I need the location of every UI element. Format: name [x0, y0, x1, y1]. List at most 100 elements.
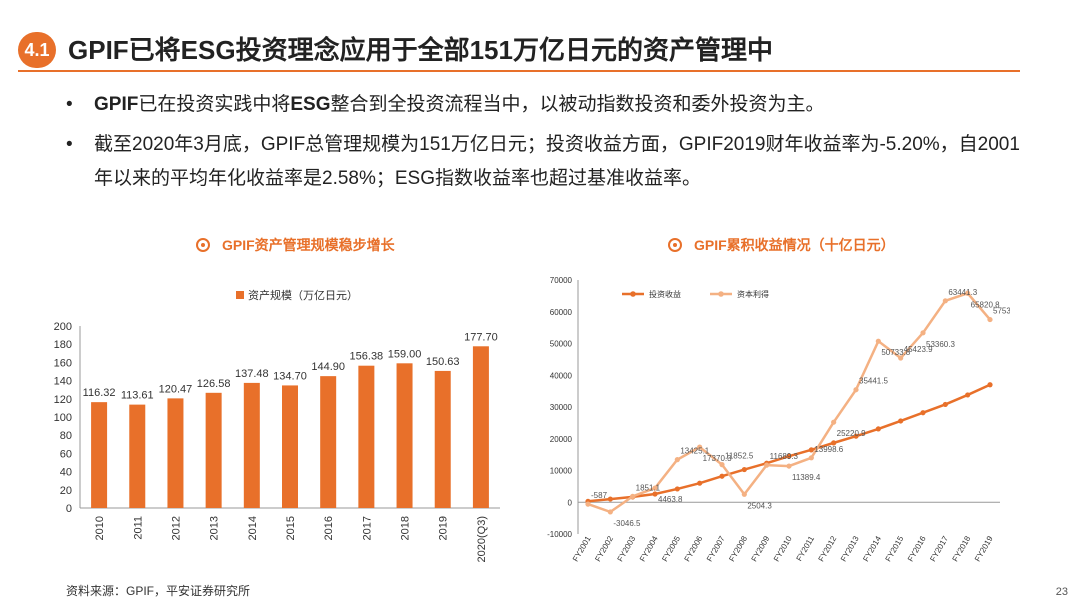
y-tick-label: 160 [54, 357, 72, 369]
data-point [652, 485, 658, 491]
x-tick-label: FY2018 [951, 534, 973, 563]
data-label: -587 [591, 491, 608, 500]
data-label: 4463.8 [658, 495, 683, 504]
y-tick-label: 200 [54, 321, 72, 333]
x-tick-label: 2018 [400, 516, 412, 540]
target-icon [668, 238, 682, 252]
data-label: 63441.3 [948, 288, 977, 297]
data-point [652, 491, 658, 497]
title-divider [18, 70, 1020, 72]
bar-value-label: 116.32 [83, 387, 116, 399]
bar-value-label: 159.00 [388, 348, 422, 360]
bar [396, 363, 413, 508]
x-tick-label: FY2019 [973, 534, 995, 563]
data-label: 65820.8 [971, 300, 1000, 309]
line-chart-title-text: GPIF累积收益情况（十亿日元） [694, 237, 895, 253]
data-point [697, 480, 703, 486]
x-tick-label: FY2017 [928, 534, 950, 563]
x-tick-label: 2013 [209, 516, 221, 540]
x-tick-label: 2015 [285, 516, 297, 540]
data-label: 1851.1 [636, 483, 661, 492]
y-tick-label: 70000 [550, 276, 573, 285]
y-tick-label: -10000 [547, 530, 572, 539]
x-tick-label: 2017 [361, 516, 373, 540]
data-label: 17370.3 [703, 454, 732, 463]
bullet-item-2: • 截至2020年3月底，GPIF总管理规模为151万亿日元；投资收益方面，GP… [66, 128, 1026, 196]
data-point [831, 419, 837, 425]
legend-label: 资产规模（万亿日元） [248, 288, 358, 302]
x-tick-label: FY2012 [817, 534, 839, 563]
legend-marker [630, 291, 636, 297]
bar [358, 365, 375, 508]
y-tick-label: 0 [66, 503, 72, 515]
data-point [607, 509, 613, 515]
data-point [942, 401, 948, 408]
data-point [719, 462, 725, 468]
data-point [585, 501, 591, 507]
data-label: 11689.3 [770, 452, 799, 461]
bullet-1-bold-esg: ESG [290, 94, 331, 115]
data-point [719, 473, 725, 479]
bullet-1-text-b: 整合到全投资流程当中，以被动指数投资和委外投资为主。 [330, 94, 825, 115]
x-tick-label: FY2006 [683, 534, 705, 563]
data-point [674, 486, 680, 492]
data-label: 25220.9 [837, 429, 866, 438]
y-tick-label: 140 [54, 376, 72, 388]
y-tick-label: 20000 [550, 435, 573, 444]
data-point [853, 387, 859, 393]
data-point [898, 355, 904, 361]
x-tick-label: FY2004 [638, 534, 660, 563]
x-tick-label: FY2014 [861, 534, 883, 563]
page-title: GPIF已将ESG投资理念应用于全部151万亿日元的资产管理中 [68, 35, 773, 65]
y-tick-label: 30000 [550, 403, 573, 412]
x-tick-label: FY2015 [884, 534, 906, 563]
data-point [808, 455, 814, 461]
bullet-list: • GPIF已在投资实践中将ESG整合到全投资流程当中，以被动指数投资和委外投资… [66, 88, 1026, 202]
y-tick-label: 10000 [550, 467, 573, 476]
source-note: 资料来源：GPIF，平安证券研究所 [66, 584, 251, 598]
data-label: 50733.8 [881, 348, 910, 357]
data-point [965, 392, 971, 398]
data-label: 45423.9 [904, 345, 933, 354]
data-point [875, 426, 881, 432]
x-tick-label: FY2005 [660, 534, 682, 563]
bar-value-label: 120.47 [159, 383, 193, 395]
legend-marker [718, 291, 724, 297]
bullet-1-text-a: 已在投资实践中将 [138, 94, 291, 115]
x-tick-label: FY2001 [571, 534, 593, 563]
x-tick-label: FY2007 [705, 534, 727, 563]
x-tick-label: 2010 [94, 516, 106, 540]
y-tick-label: 50000 [550, 340, 573, 349]
x-tick-label: 2011 [132, 516, 144, 540]
bar-value-label: 144.90 [311, 361, 345, 373]
data-point [697, 444, 703, 450]
bar-value-label: 134.70 [273, 370, 307, 382]
page-number: 23 [1055, 586, 1068, 598]
bar-value-label: 150.63 [426, 356, 460, 368]
line-chart-title: GPIF累积收益情况（十亿日元） [668, 235, 895, 255]
data-label: 53360.3 [926, 340, 955, 349]
y-tick-label: 80 [60, 430, 72, 442]
x-tick-label: FY2016 [906, 534, 928, 563]
bar [282, 385, 298, 508]
bar-value-label: 137.48 [235, 368, 269, 380]
x-tick-label: FY2008 [727, 534, 749, 563]
data-point [898, 418, 904, 424]
data-label: 2504.3 [747, 501, 772, 510]
data-label: -3046.5 [613, 519, 641, 528]
y-tick-label: 40000 [550, 371, 573, 380]
x-tick-label: 2012 [170, 516, 182, 540]
bullet-dot: • [66, 94, 73, 115]
y-tick-label: 40 [60, 467, 72, 479]
line-chart: -10000 0 10000 20000 30000 40000 50000 60000 700… [547, 276, 1010, 563]
x-tick-label: FY2013 [839, 534, 861, 563]
y-tick-label: 60000 [550, 308, 573, 317]
data-label: 57537.7 [993, 307, 1010, 316]
series-line [587, 291, 991, 514]
data-point [786, 463, 792, 469]
x-tick-label: FY2002 [593, 534, 615, 563]
bullet-1-bold-gpif: GPIF [94, 94, 139, 115]
data-point [741, 466, 747, 473]
legend-swatch [236, 291, 244, 299]
bar [205, 392, 222, 508]
